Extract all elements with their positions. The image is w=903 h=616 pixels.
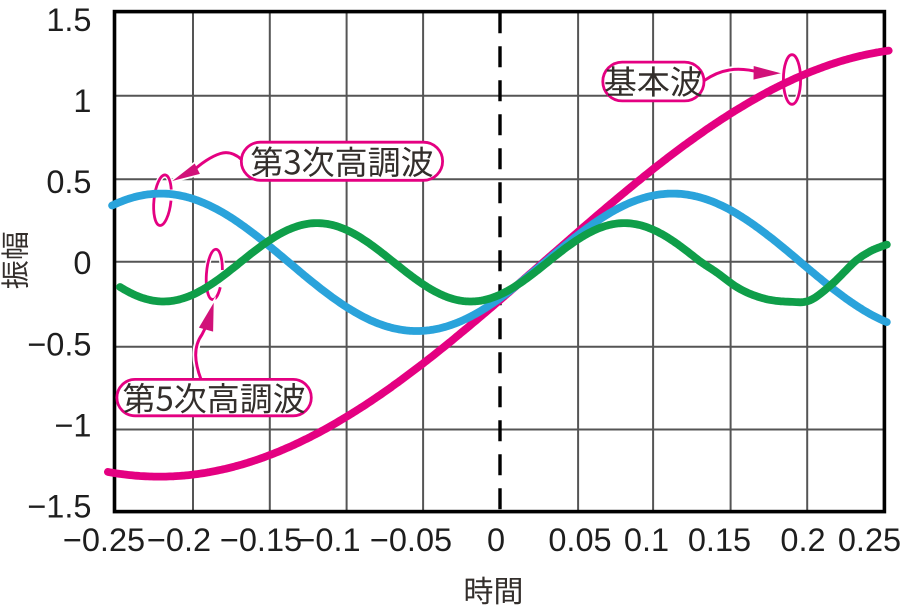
svg-text:1.5: 1.5: [46, 2, 91, 38]
svg-text:−0.15: −0.15: [220, 522, 302, 558]
svg-text:0.2: 0.2: [780, 522, 825, 558]
svg-text:0: 0: [487, 522, 505, 558]
svg-text:−0.5: −0.5: [27, 326, 91, 362]
svg-text:−0.2: −0.2: [147, 522, 211, 558]
svg-text:1: 1: [73, 83, 91, 119]
svg-text:−0.25: −0.25: [63, 522, 145, 558]
svg-text:0.25: 0.25: [838, 522, 901, 558]
svg-text:0.15: 0.15: [688, 522, 751, 558]
svg-text:−1.5: −1.5: [27, 489, 91, 525]
svg-text:0.05: 0.05: [548, 522, 611, 558]
svg-text:−1: −1: [54, 407, 91, 443]
svg-text:0.1: 0.1: [624, 522, 669, 558]
svg-text:−0.1: −0.1: [296, 522, 360, 558]
svg-text:0.5: 0.5: [46, 164, 91, 200]
svg-text:−0.05: −0.05: [370, 522, 452, 558]
svg-text:0: 0: [73, 245, 91, 281]
